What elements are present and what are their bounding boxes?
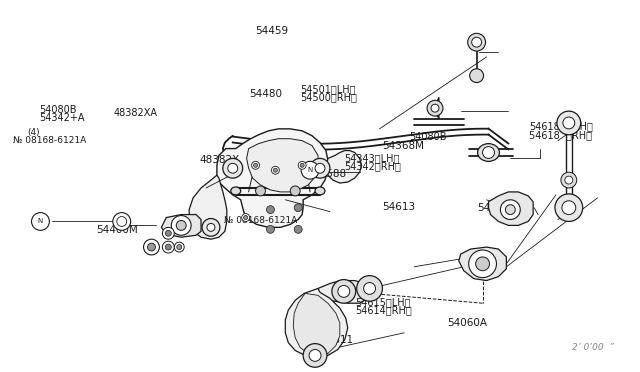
Circle shape — [294, 225, 302, 233]
Circle shape — [427, 100, 443, 116]
Circle shape — [291, 186, 300, 196]
Polygon shape — [246, 139, 318, 192]
Circle shape — [31, 212, 49, 230]
Text: 54500〈RH〉: 54500〈RH〉 — [300, 92, 356, 102]
Circle shape — [476, 257, 490, 271]
Text: N: N — [307, 167, 313, 173]
Circle shape — [253, 163, 257, 167]
Circle shape — [143, 239, 159, 255]
Text: 54080B: 54080B — [409, 132, 446, 141]
Circle shape — [242, 214, 250, 221]
Circle shape — [271, 166, 279, 174]
Text: 54501〈LH〉: 54501〈LH〉 — [300, 84, 355, 94]
Text: 54060A: 54060A — [447, 318, 487, 328]
Circle shape — [301, 161, 319, 179]
Circle shape — [555, 194, 582, 221]
Circle shape — [557, 111, 580, 135]
Text: 2’ 0’00  ”: 2’ 0’00 ” — [572, 343, 614, 352]
Circle shape — [174, 242, 184, 252]
Circle shape — [468, 250, 497, 278]
Circle shape — [431, 104, 439, 112]
Polygon shape — [459, 247, 506, 280]
Circle shape — [561, 172, 577, 188]
Circle shape — [266, 225, 275, 233]
Circle shape — [116, 217, 127, 227]
Circle shape — [298, 161, 306, 169]
Circle shape — [472, 37, 481, 47]
Circle shape — [163, 241, 174, 253]
Polygon shape — [217, 129, 328, 227]
Polygon shape — [429, 97, 439, 119]
Circle shape — [228, 163, 237, 173]
Ellipse shape — [315, 187, 325, 195]
Polygon shape — [316, 280, 369, 303]
Polygon shape — [488, 192, 533, 225]
Text: 54480: 54480 — [249, 89, 282, 99]
Circle shape — [177, 245, 182, 250]
Circle shape — [172, 215, 191, 235]
Circle shape — [113, 212, 131, 230]
Circle shape — [147, 243, 156, 251]
Text: 54080B: 54080B — [40, 105, 77, 115]
Text: 54343〈LH〉: 54343〈LH〉 — [344, 153, 399, 163]
Circle shape — [332, 280, 356, 303]
Polygon shape — [161, 215, 201, 237]
Circle shape — [266, 206, 275, 214]
Circle shape — [315, 163, 325, 173]
Circle shape — [294, 204, 302, 212]
Circle shape — [202, 218, 220, 236]
Circle shape — [244, 215, 248, 219]
Circle shape — [255, 186, 266, 196]
Text: (4): (4) — [27, 128, 40, 137]
Text: 54613: 54613 — [382, 202, 415, 212]
Text: N: N — [38, 218, 43, 224]
Circle shape — [562, 201, 576, 215]
Polygon shape — [293, 294, 340, 355]
Circle shape — [565, 176, 573, 184]
Circle shape — [309, 350, 321, 361]
Text: 54618M〈LH〉: 54618M〈LH〉 — [529, 122, 593, 132]
Text: 54459: 54459 — [255, 26, 289, 36]
Circle shape — [364, 283, 376, 294]
Text: № 08168-6121A: № 08168-6121A — [223, 216, 297, 225]
Circle shape — [310, 158, 330, 178]
Text: 54618  〈RH〉: 54618 〈RH〉 — [529, 130, 593, 140]
Circle shape — [165, 244, 172, 250]
Circle shape — [483, 147, 495, 158]
Text: 54342〈RH〉: 54342〈RH〉 — [344, 161, 401, 171]
Circle shape — [500, 200, 520, 219]
Circle shape — [163, 227, 174, 239]
Text: 54614〈RH〉: 54614〈RH〉 — [355, 305, 412, 315]
Circle shape — [506, 205, 515, 215]
Text: 54588: 54588 — [314, 169, 347, 179]
Text: 54611: 54611 — [320, 335, 353, 345]
Circle shape — [207, 224, 215, 231]
Polygon shape — [285, 288, 348, 357]
Text: 48382X: 48382X — [200, 155, 240, 165]
Circle shape — [300, 163, 304, 167]
Polygon shape — [326, 151, 362, 183]
Circle shape — [468, 33, 486, 51]
Polygon shape — [189, 175, 227, 239]
Text: 54588: 54588 — [477, 203, 511, 213]
Text: 54615〈LH〉: 54615〈LH〉 — [355, 298, 410, 308]
Ellipse shape — [231, 187, 241, 195]
Text: № 08168-6121A: № 08168-6121A — [13, 136, 86, 145]
Circle shape — [470, 69, 484, 83]
Circle shape — [338, 285, 349, 297]
Circle shape — [165, 230, 172, 236]
Circle shape — [303, 344, 327, 367]
Circle shape — [252, 161, 260, 169]
Text: 54400M: 54400M — [97, 225, 138, 235]
Ellipse shape — [477, 144, 499, 161]
Circle shape — [176, 221, 186, 230]
Circle shape — [273, 168, 277, 172]
Circle shape — [356, 276, 383, 301]
Circle shape — [563, 117, 575, 129]
Text: 54342+A: 54342+A — [40, 113, 85, 123]
Text: 54368M: 54368M — [382, 141, 424, 151]
Text: 48382XA: 48382XA — [114, 109, 158, 118]
Circle shape — [223, 158, 243, 178]
